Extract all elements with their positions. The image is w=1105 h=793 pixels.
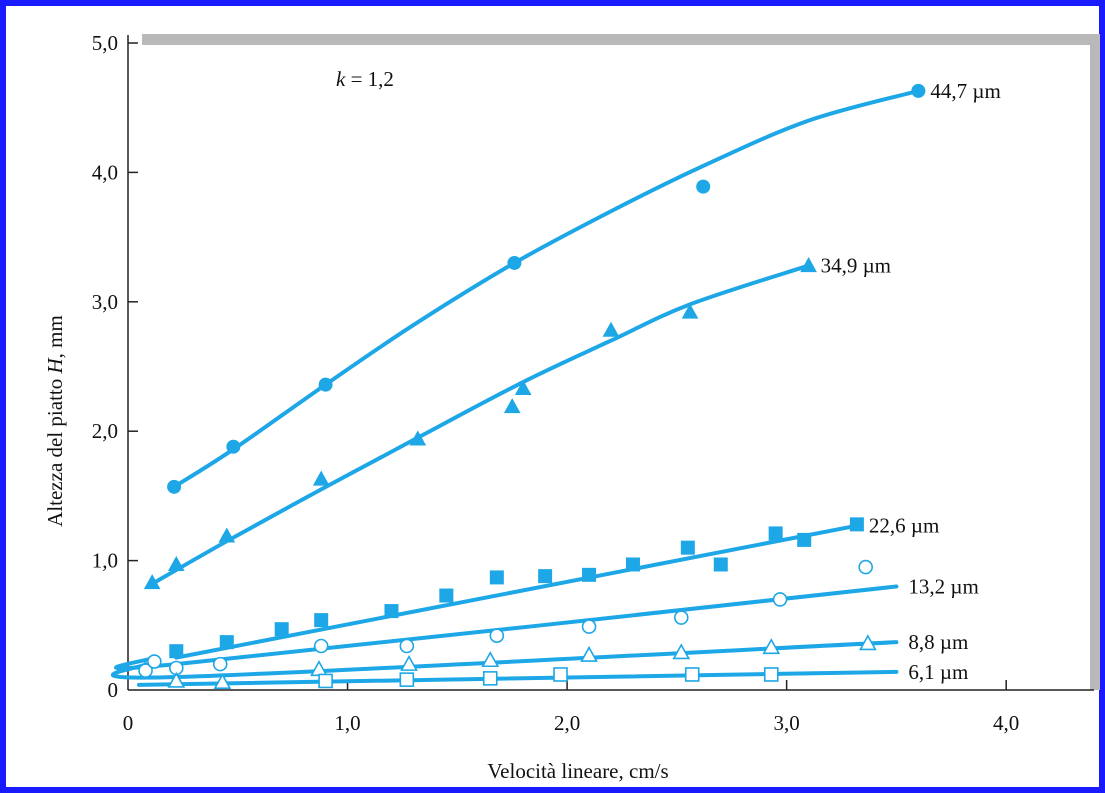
data-point-34-9-m: [409, 430, 427, 446]
y-axis-label-variable: H: [43, 356, 67, 374]
data-point-6-1-m: [684, 667, 700, 682]
data-point-22-6-m: [680, 540, 695, 555]
data-point-22-6-m: [169, 644, 184, 659]
data-point-13-2-m: [772, 592, 788, 607]
data-point-13-2-m: [147, 654, 162, 669]
frame-shadow-top: [142, 34, 1094, 45]
data-point-8-8-m: [310, 660, 328, 677]
data-point-22-6-m: [538, 569, 553, 584]
y-tick-label: 0: [108, 678, 119, 702]
data-point-34-9-m: [800, 257, 817, 273]
fit-curve-44-7-m: [172, 88, 921, 489]
fit-curve-13-2-m: [113, 584, 899, 671]
data-point-8-8-m: [400, 654, 418, 671]
data-point-34-9-m: [167, 555, 185, 571]
fit-curve-34-9-m: [150, 263, 811, 586]
data-point-8-8-m: [167, 671, 186, 688]
data-point-6-1-m: [482, 671, 498, 686]
data-point-22-6-m: [219, 635, 234, 650]
data-point-44-7-m: [696, 179, 711, 194]
data-point-34-9-m: [503, 398, 521, 414]
y-axis-label: Altezza del piatto H, mm: [43, 315, 67, 527]
fit-curve-22-6-m: [174, 523, 859, 660]
series-labels: 44,7 µm 34,9 µm 22,6 µm 13,2 µm 8,8 µm 6,1 µm: [821, 79, 1001, 684]
data-point-34-9-m: [143, 574, 161, 590]
series-label-6-1-m: 6,1 µm: [908, 660, 968, 684]
k-annotation: k = 1,2: [336, 67, 394, 91]
data-point-13-2-m: [581, 619, 597, 634]
data-point-8-8-m: [859, 634, 877, 651]
series-label-8-8-m: 8,8 µm: [908, 630, 968, 654]
data-point-13-2-m: [673, 610, 689, 625]
y-tick-label: 5,0: [92, 31, 118, 55]
plot-area: [142, 34, 1100, 690]
data-point-8-8-m: [580, 645, 598, 662]
data-point-44-7-m: [507, 255, 522, 270]
x-tick-label: 3,0: [774, 711, 800, 735]
data-point-22-6-m: [625, 557, 640, 572]
data-point-34-9-m: [514, 379, 532, 395]
data-points: [138, 83, 926, 690]
data-point-34-9-m: [681, 303, 699, 319]
data-point-8-8-m: [672, 643, 691, 660]
data-point-22-6-m: [582, 567, 597, 582]
data-point-13-2-m: [212, 656, 228, 672]
x-tick-label: 1,0: [334, 711, 360, 735]
data-point-44-7-m: [318, 377, 333, 392]
y-tick-label: 4,0: [92, 160, 118, 184]
x-tick-label: 4,0: [993, 711, 1019, 735]
y-tick-label: 3,0: [92, 290, 118, 314]
data-point-13-2-m: [399, 638, 415, 654]
data-point-13-2-m: [138, 663, 153, 678]
x-tick-label: 0: [123, 711, 134, 735]
y-axis-label-prefix: Altezza del piatto: [43, 373, 67, 526]
data-point-13-2-m: [858, 559, 873, 575]
series-label-22-6-m: 22,6 µm: [869, 514, 939, 538]
data-point-22-6-m: [439, 588, 454, 603]
fit-curves: [110, 88, 921, 687]
data-point-6-1-m: [763, 667, 779, 682]
data-point-8-8-m: [481, 651, 500, 668]
data-point-22-6-m: [849, 517, 864, 532]
data-point-44-7-m: [226, 439, 241, 454]
data-point-22-6-m: [768, 526, 783, 541]
y-axis-label-unit: , mm: [43, 315, 67, 358]
data-point-34-9-m: [602, 321, 620, 337]
data-point-34-9-m: [312, 470, 330, 486]
fit-curve-8-8-m: [110, 640, 899, 680]
y-tick-label: 1,0: [92, 549, 118, 573]
k-annotation-value: = 1,2: [345, 67, 394, 91]
series-label-13-2-m: 13,2 µm: [908, 574, 978, 598]
data-point-13-2-m: [313, 638, 329, 654]
series-label-44-7-m: 44,7 µm: [930, 79, 1000, 103]
data-point-22-6-m: [274, 622, 289, 637]
data-point-8-8-m: [762, 638, 781, 655]
data-point-22-6-m: [713, 557, 728, 572]
data-point-22-6-m: [384, 604, 399, 619]
frame-shadow-right: [1090, 34, 1100, 690]
data-point-6-1-m: [399, 672, 415, 687]
data-point-34-9-m: [218, 527, 236, 543]
x-tick-label: 2,0: [554, 711, 580, 735]
data-point-8-8-m: [213, 673, 232, 690]
y-tick-label: 2,0: [92, 419, 118, 443]
series-label-34-9-m: 34,9 µm: [821, 254, 891, 278]
data-point-22-6-m: [489, 570, 504, 585]
data-point-44-7-m: [167, 479, 182, 494]
data-point-44-7-m: [911, 83, 926, 98]
axes: 0 1,0 2,0 3,0 4,0 5,0 0 1,0 2,0 3,0 4,0: [92, 31, 1094, 735]
data-point-13-2-m: [489, 628, 505, 643]
data-point-22-6-m: [314, 613, 329, 628]
k-annotation-variable: k: [336, 67, 346, 91]
data-point-22-6-m: [797, 532, 812, 547]
x-axis-label: Velocità lineare, cm/s: [487, 759, 668, 783]
data-point-6-1-m: [318, 673, 333, 689]
data-point-6-1-m: [553, 667, 568, 682]
